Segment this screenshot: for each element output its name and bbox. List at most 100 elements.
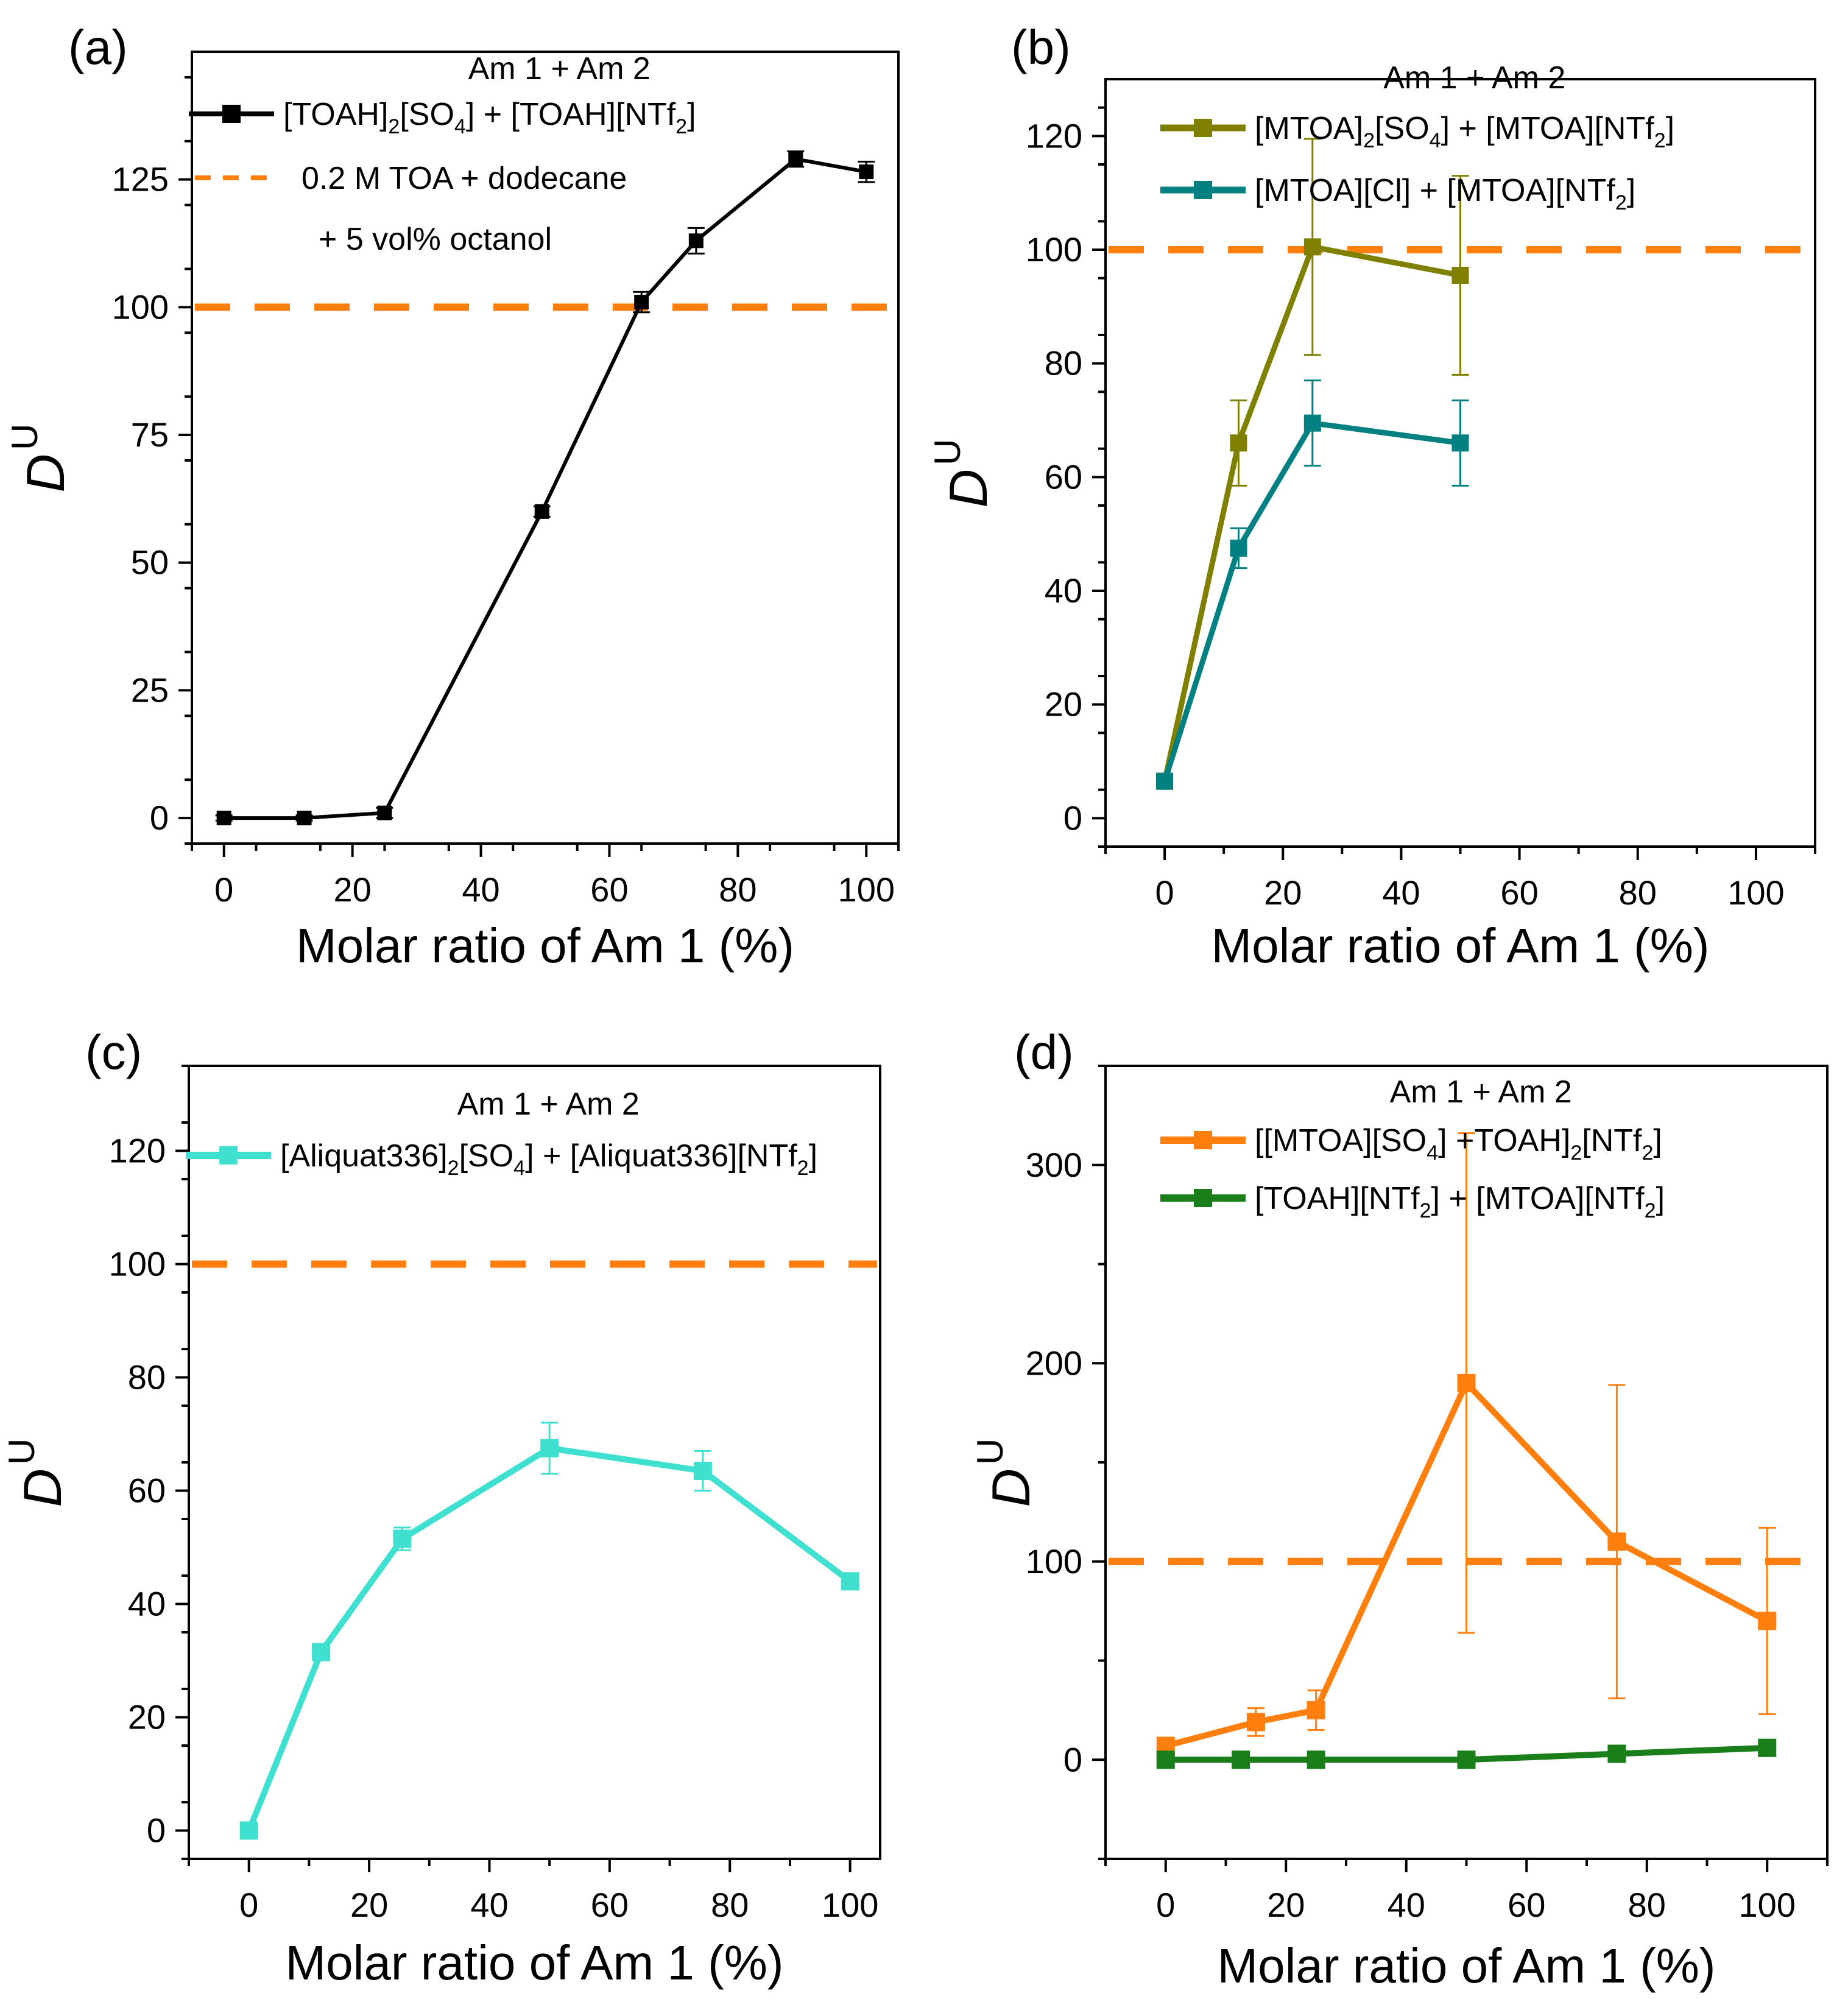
- x-tick-label: 60: [1500, 873, 1538, 912]
- panel-label: (d): [1014, 1025, 1074, 1079]
- chart-panel-c: 0 20 40 60 80 100 120 0 20 40 60 80 100 Molar ratio o…: [1, 1025, 881, 1990]
- data-point: [1303, 414, 1321, 432]
- y-axis-subscript: U: [970, 1439, 1010, 1465]
- data-point: [1232, 1750, 1250, 1769]
- legend-reference-label-2: + 5 vol% octanol: [319, 222, 552, 257]
- data-point: [1156, 1750, 1175, 1769]
- legend-entry-text: ] + [MTOA][NTf: [1441, 111, 1655, 146]
- y-axis-subscript: U: [4, 424, 45, 450]
- x-tick-label: 100: [838, 870, 895, 909]
- data-point: [693, 1461, 712, 1480]
- y-tick-label: 200: [1026, 1344, 1082, 1382]
- legend-entry-text: ]: [1666, 111, 1674, 146]
- y-tick-label: 0: [1063, 798, 1082, 837]
- series-line: [1162, 420, 1461, 783]
- data-point: [1307, 1701, 1325, 1719]
- legend-entry-text: ]: [1656, 1181, 1665, 1216]
- legend-entry-text: [[MTOA][SO: [1255, 1123, 1427, 1158]
- y-axis-subscript: U: [927, 439, 968, 465]
- legend-entry-text: ] +TOAH]: [1438, 1123, 1570, 1158]
- legend-entry: [TOAH][NTf2] + [MTOA][NTf2]: [1255, 1181, 1665, 1222]
- y-tick-label: 100: [1026, 1542, 1082, 1581]
- y-tick-label: 125: [112, 160, 169, 199]
- y-tick-label: 20: [1045, 685, 1082, 724]
- data-point: [1230, 434, 1247, 452]
- x-tick-label: 100: [1727, 873, 1784, 912]
- legend-swatch-marker: [1194, 119, 1212, 137]
- legend-reference-label: 0.2 M TOA + dodecane: [302, 161, 627, 196]
- legend-entry-text: [MTOA][Cl] + [MTOA][NTf: [1255, 173, 1615, 208]
- series-line: [1162, 244, 1461, 782]
- legend-entry-subscript: 2: [797, 1157, 809, 1180]
- x-tick-label: 20: [1264, 873, 1302, 912]
- chart-panel-d: 0 100 200 300 0 20 40 60 80 100 Molar ratio of Am …: [970, 1025, 1829, 1993]
- y-tick-label: 0: [1063, 1740, 1082, 1778]
- legend-entry-text: ]: [1627, 173, 1635, 208]
- legend-entry-subscript: 2: [1642, 1141, 1653, 1165]
- x-tick-label: 0: [239, 1886, 258, 1924]
- data-point: [216, 811, 231, 826]
- x-tick-label: 60: [590, 870, 628, 909]
- legend-entry-text: ] + [Aliquat336][NTf: [525, 1138, 797, 1174]
- y-tick-label: 100: [109, 1245, 166, 1283]
- legend-entry: [TOAH]2[SO4] + [TOAH][NTf2]: [283, 97, 696, 138]
- data-point: [297, 811, 312, 826]
- series-1: [1156, 379, 1469, 790]
- legend-entry-subscript: 4: [1427, 1141, 1438, 1165]
- data-point: [239, 1821, 258, 1840]
- legend-entry-subscript: 2: [1570, 1141, 1582, 1165]
- legend-entry-subscript: 2: [1615, 191, 1627, 214]
- legend-swatch-marker: [1194, 1131, 1212, 1149]
- x-tick-label: 80: [719, 870, 757, 909]
- legend-entry-text: [NTf: [1582, 1123, 1642, 1158]
- x-tick-label: 40: [462, 870, 499, 909]
- legend-entry-subscript: 4: [513, 1157, 525, 1180]
- series-line: [1165, 1380, 1769, 1749]
- data-point: [1457, 1750, 1476, 1769]
- data-point: [540, 1439, 559, 1457]
- y-tick-label: 40: [128, 1585, 166, 1623]
- data-point: [688, 233, 704, 248]
- y-axis-title: DU: [4, 424, 76, 493]
- data-point: [1307, 1750, 1325, 1769]
- data-point: [377, 805, 392, 820]
- panel-label: (b): [1011, 20, 1071, 74]
- data-point: [393, 1529, 412, 1548]
- data-point: [1457, 1373, 1476, 1392]
- data-point: [1607, 1532, 1626, 1551]
- legend-entry-text: ]: [1653, 1123, 1662, 1158]
- legend-entry-text: [SO: [1375, 111, 1430, 146]
- legend-entry-text: [TOAH]: [283, 97, 388, 132]
- series-0: [215, 150, 875, 826]
- y-tick-label: 20: [128, 1698, 166, 1736]
- x-tick-label: 0: [214, 870, 233, 909]
- series-0: [239, 1422, 859, 1840]
- data-point: [1451, 434, 1469, 452]
- legend-entry-text: [MTOA]: [1255, 111, 1363, 146]
- data-point: [1758, 1612, 1777, 1630]
- y-axis-title: DU: [970, 1439, 1041, 1507]
- x-tick-label: 0: [1155, 873, 1174, 912]
- plot-frame: [191, 51, 900, 845]
- x-tick-label: 100: [1739, 1886, 1796, 1924]
- y-tick-label: 75: [131, 415, 169, 454]
- legend-entry-text: [SO: [400, 97, 454, 132]
- series-line: [1165, 1744, 1768, 1763]
- y-axis-symbol: D: [938, 469, 998, 508]
- legend-entry: [[MTOA][SO4] +TOAH]2[NTf2]: [1255, 1123, 1662, 1165]
- data-point: [534, 504, 549, 519]
- legend-title: Am 1 + Am 2: [1383, 60, 1565, 96]
- y-axis-symbol: D: [12, 1468, 72, 1507]
- y-tick-label: 25: [131, 671, 169, 709]
- legend-entry-subscript: 2: [1363, 129, 1375, 152]
- data-point: [1230, 540, 1247, 557]
- legend-entry-text: ]: [687, 97, 696, 132]
- data-point: [1156, 772, 1174, 790]
- y-axis-title: DU: [1, 1439, 72, 1507]
- x-tick-label: 20: [333, 870, 371, 909]
- legend-swatch-marker: [219, 1146, 238, 1165]
- x-tick-label: 20: [1267, 1886, 1305, 1924]
- x-tick-label: 80: [711, 1886, 749, 1924]
- y-tick-label: 80: [128, 1358, 166, 1397]
